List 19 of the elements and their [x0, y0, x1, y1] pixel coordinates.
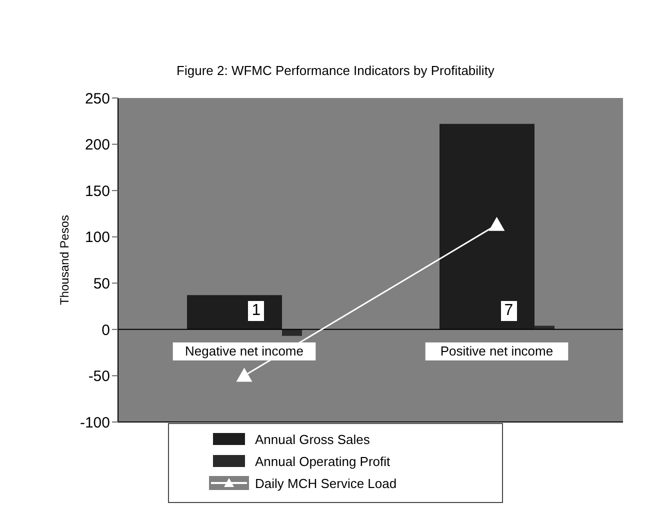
x-tick-label: Negative net income — [184, 343, 304, 358]
y-tick-label: 50 — [93, 275, 110, 292]
annotation: 1 — [248, 301, 264, 322]
y-tick-label: 100 — [84, 229, 110, 246]
y-tick-label: -100 — [80, 414, 110, 432]
y-axis-title: Thousand Pesos — [57, 214, 72, 306]
y-tick-label: -50 — [88, 368, 110, 386]
legend-label: Annual Gross Sales — [255, 432, 370, 446]
annotation: 7 — [500, 301, 517, 322]
y-tick-label: 150 — [84, 182, 110, 200]
legend-label: Annual Operating Profit — [255, 454, 390, 468]
bar — [187, 295, 282, 330]
x-tick-label: Positive net income — [440, 343, 554, 358]
y-tick-label: 0 — [102, 322, 110, 339]
bar — [282, 329, 302, 336]
y-tick-label: 200 — [84, 136, 110, 154]
chart-title: Figure 2: WFMC Performance Indicators by Profitability — [176, 63, 496, 78]
legend-label: Daily MCH Service Load — [255, 476, 397, 490]
y-tick-label: 250 — [84, 90, 110, 108]
